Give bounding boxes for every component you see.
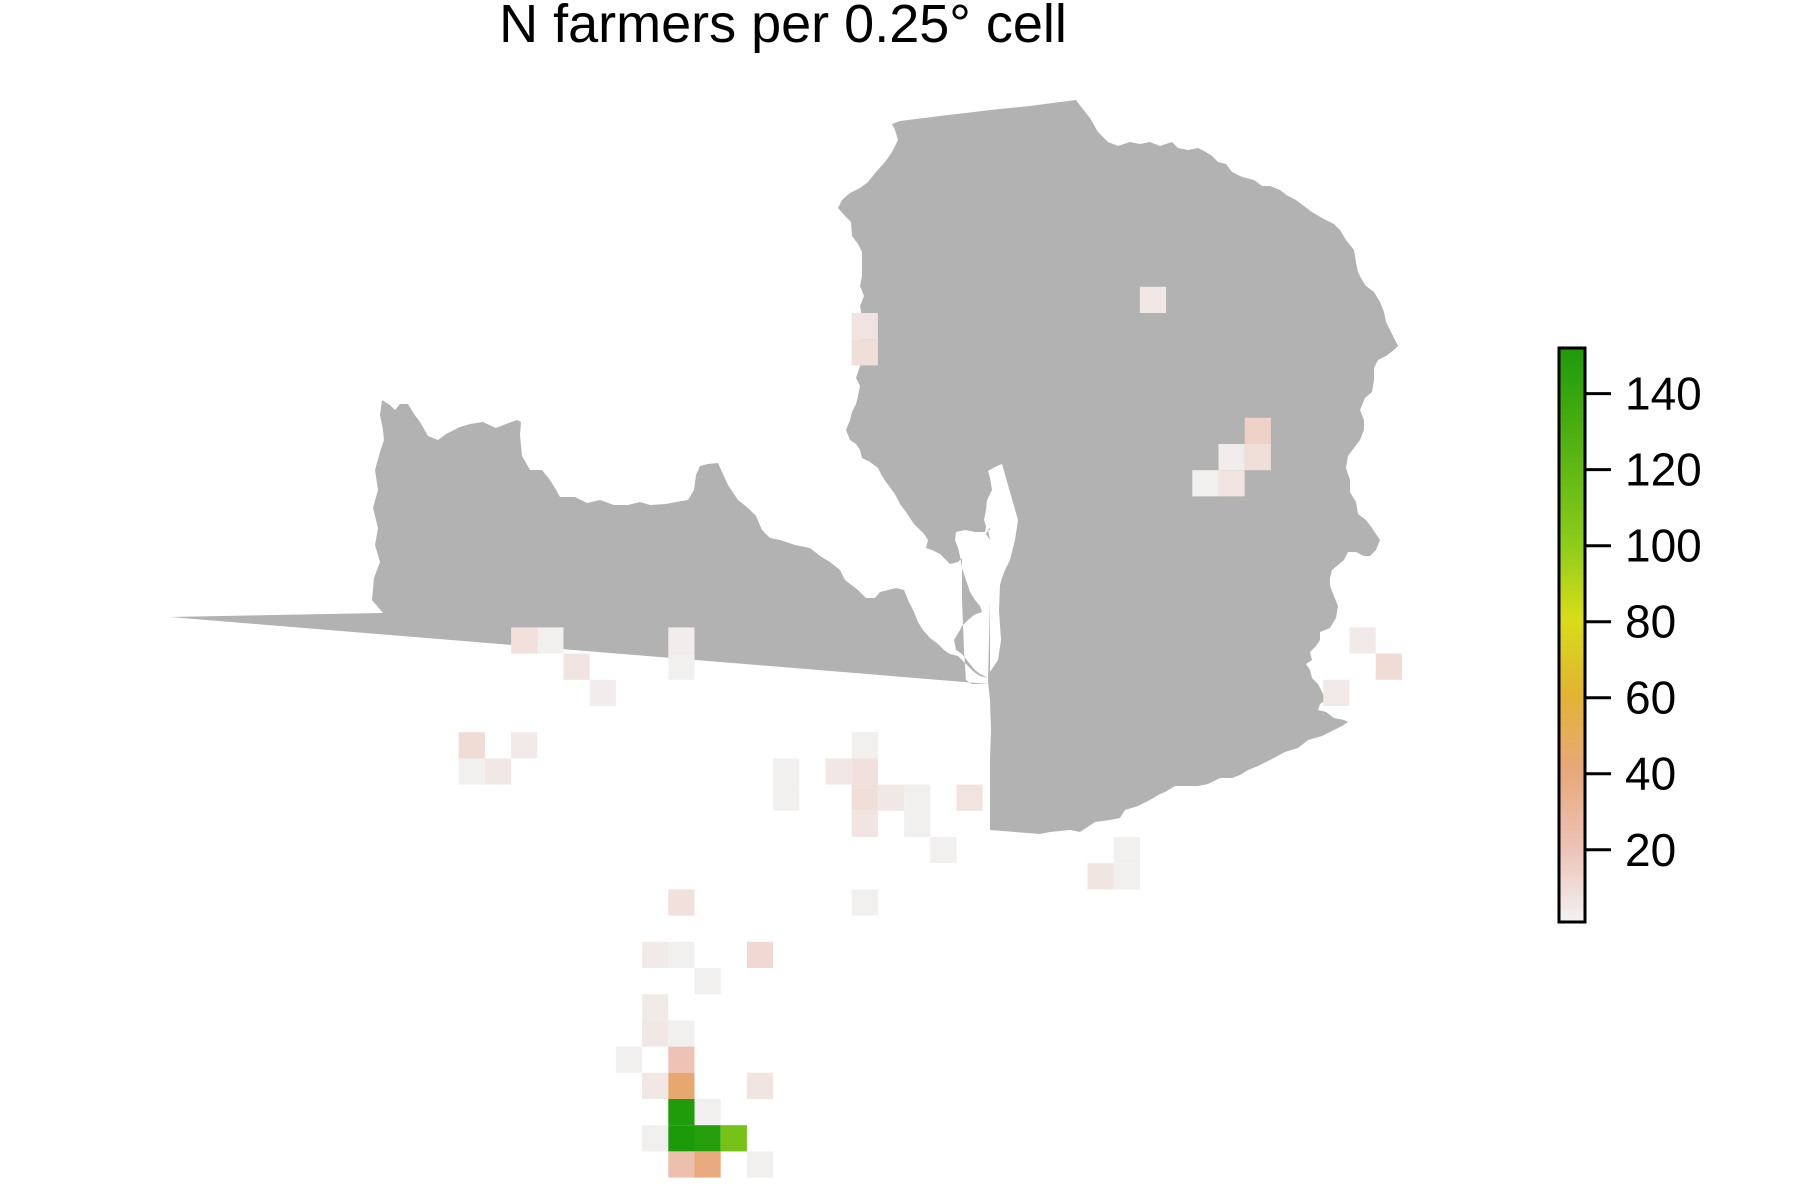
heatmap-cell — [851, 758, 878, 785]
heatmap-cell — [877, 784, 905, 811]
legend-ticks: 20 40 60 80 100 120 140 — [1585, 368, 1702, 876]
heatmap-cell — [589, 679, 616, 706]
heatmap-cell — [930, 837, 957, 864]
heatmap-cell — [484, 758, 512, 785]
legend-tick-label: 80 — [1625, 596, 1676, 648]
heatmap-cell — [563, 653, 590, 680]
legend-color-bar — [1557, 346, 1587, 924]
heatmap-cell — [1113, 837, 1140, 864]
heatmap-cell — [956, 784, 983, 811]
heatmap-cell — [642, 994, 669, 1021]
heatmap-cell — [537, 627, 564, 654]
heatmap-cell — [694, 1125, 721, 1152]
heatmap-cell — [720, 1125, 747, 1152]
heatmap-cell — [642, 1125, 669, 1152]
country-landmass — [170, 100, 1398, 834]
heatmap-cell — [904, 784, 931, 811]
heatmap-cell — [458, 732, 485, 759]
heatmap-cell — [746, 1072, 774, 1099]
heatmap-cell — [1113, 863, 1140, 890]
heatmap-cell — [1349, 627, 1376, 654]
legend-tick-label: 100 — [1625, 520, 1702, 572]
heatmap-cell — [694, 1151, 721, 1178]
heatmap-cell — [851, 313, 878, 340]
heatmap-cell — [642, 1072, 669, 1099]
heatmap-cell — [1244, 417, 1271, 444]
heatmap-cell — [668, 1072, 695, 1099]
color-legend: 20 40 60 80 100 120 140 — [1557, 346, 1702, 924]
heatmap-cell — [1323, 679, 1350, 706]
legend-tick-label: 20 — [1625, 824, 1676, 876]
heatmap-cell — [851, 810, 878, 837]
heatmap-cell — [668, 889, 695, 916]
heatmap-cells — [458, 286, 1402, 1178]
heatmap-cell — [746, 1151, 774, 1178]
heatmap-cell — [615, 1046, 643, 1073]
heatmap-cell — [851, 784, 878, 811]
heatmap-cell — [458, 758, 485, 785]
heatmap-cell — [668, 941, 695, 968]
heatmap-cell — [851, 889, 878, 916]
heatmap-cell — [904, 810, 931, 837]
heatmap-cell — [1375, 653, 1402, 680]
heatmap-cell — [1244, 444, 1271, 471]
heatmap-cell — [642, 941, 669, 968]
heatmap-cell — [694, 968, 721, 995]
heatmap-cell — [1087, 863, 1114, 890]
map-title: N farmers per 0.25° cell — [499, 0, 1067, 54]
legend-tick-label: 40 — [1625, 748, 1676, 800]
heatmap-cell — [668, 653, 695, 680]
heatmap-cell — [1139, 286, 1167, 313]
heatmap-cell — [851, 732, 878, 759]
heatmap-cell — [668, 1020, 695, 1047]
heatmap-cell — [511, 732, 538, 759]
heatmap-cell — [1192, 470, 1219, 497]
heatmap-cell — [1218, 470, 1245, 497]
legend-tick-label: 120 — [1625, 444, 1702, 496]
heatmap-cell — [694, 1099, 721, 1126]
heatmap-cell — [642, 1020, 669, 1047]
heatmap-cell — [773, 784, 800, 811]
legend-tick-label: 140 — [1625, 368, 1702, 420]
heatmap-cell — [773, 758, 800, 785]
heatmap-cell — [511, 627, 538, 654]
heatmap-cell — [1218, 444, 1245, 471]
country-map — [170, 100, 1398, 834]
heatmap-cell — [746, 941, 774, 968]
heatmap-cell — [668, 627, 695, 654]
heatmap-cell — [668, 1151, 695, 1178]
heatmap-cell — [825, 758, 852, 785]
heatmap-cell — [668, 1046, 695, 1073]
heatmap-cell — [668, 1099, 695, 1126]
heatmap-cell — [668, 1125, 695, 1152]
legend-tick-label: 60 — [1625, 672, 1676, 724]
heatmap-cell — [851, 339, 878, 366]
